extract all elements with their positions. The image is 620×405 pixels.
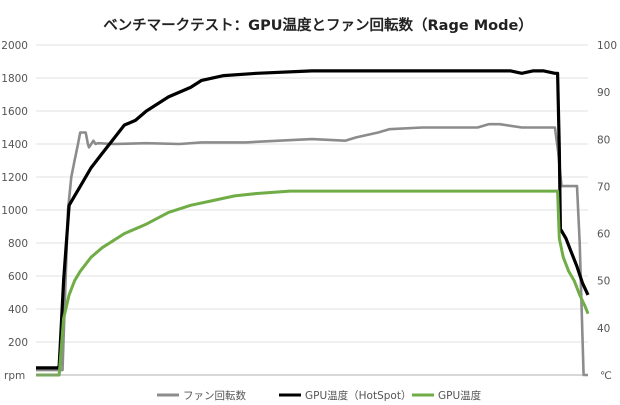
- left-tick-label: 1800: [1, 73, 28, 85]
- chart-title: ベンチマークテスト：GPU温度とファン回転数（Rage Mode）: [103, 16, 533, 34]
- left-tick-label: 1400: [1, 139, 28, 151]
- left-tick-label: 1200: [1, 172, 28, 184]
- series-layer: [36, 69, 590, 377]
- right-tick-label: 40: [597, 323, 610, 335]
- legend: ファン回転数 GPU温度（HotSpot） GPU温度: [157, 389, 482, 402]
- right-tick-label: 50: [597, 276, 610, 288]
- gridlines: [36, 44, 588, 343]
- left-tick-label: 400: [8, 304, 28, 316]
- right-axis-tick-labels: 40 50 60 70 80 90 100: [597, 40, 617, 335]
- series-line: [36, 189, 590, 377]
- right-axis-unit-label: ℃: [600, 370, 612, 382]
- left-axis-tick-labels: 200 400 600 800 1000 1200 1400 1600 1800 2000: [1, 40, 28, 349]
- series-line: [36, 122, 588, 377]
- left-tick-label: 800: [8, 238, 28, 250]
- left-tick-label: 1600: [1, 106, 28, 118]
- left-axis-unit-label: rpm: [4, 370, 25, 382]
- left-tick-label: 200: [8, 337, 28, 349]
- series-line: [36, 69, 590, 370]
- legend-label: ファン回転数: [183, 389, 246, 402]
- right-tick-label: 100: [597, 40, 617, 52]
- right-tick-label: 70: [597, 181, 610, 193]
- left-tick-label: 1000: [1, 205, 28, 217]
- right-tick-label: 60: [597, 229, 610, 241]
- legend-label: GPU温度（HotSpot）: [305, 389, 411, 402]
- left-tick-label: 600: [8, 271, 28, 283]
- left-tick-label: 2000: [1, 40, 28, 52]
- right-tick-label: 90: [597, 87, 610, 99]
- legend-label: GPU温度: [438, 389, 482, 402]
- right-tick-label: 80: [597, 134, 610, 146]
